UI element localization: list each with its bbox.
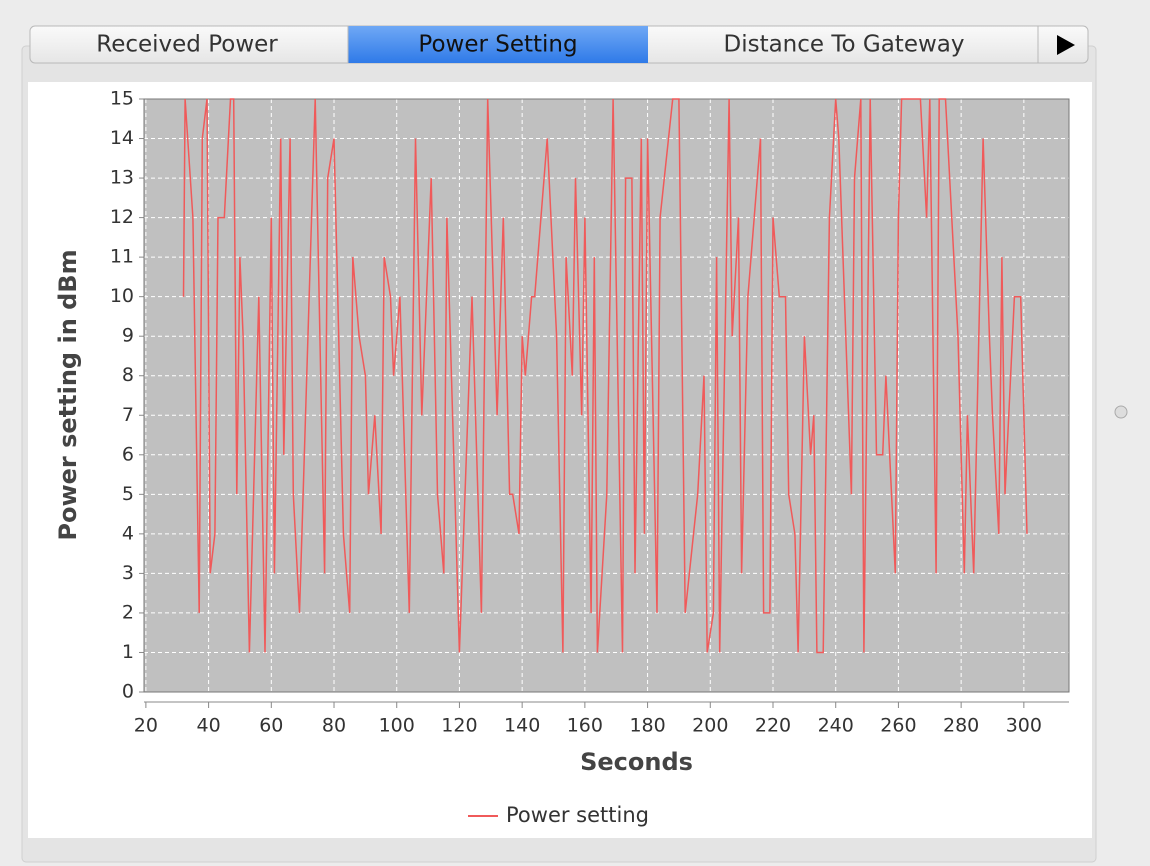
- x-tick-label: 140: [504, 715, 540, 737]
- x-tick-label: 100: [379, 715, 415, 737]
- x-tick-label: 40: [196, 715, 220, 737]
- y-tick-label: 10: [110, 285, 134, 307]
- x-axis-label: Seconds: [580, 748, 693, 776]
- x-tick-label: 300: [1006, 715, 1042, 737]
- y-tick-label: 3: [122, 562, 134, 584]
- data-line: [182, 98, 1028, 654]
- y-tick-label: 5: [122, 483, 134, 505]
- x-tick-label: 220: [755, 715, 791, 737]
- tab[interactable]: Power Setting: [418, 32, 577, 58]
- tab[interactable]: Distance To Gateway: [723, 32, 964, 58]
- y-tick-label: 14: [110, 127, 134, 149]
- y-tick-label: 8: [122, 364, 134, 386]
- tab-selected[interactable]: [348, 26, 648, 63]
- y-tick-label: 4: [122, 522, 134, 544]
- x-tick-label: 280: [943, 715, 979, 737]
- x-tick-label: 260: [880, 715, 916, 737]
- tab[interactable]: Received Power: [96, 32, 278, 58]
- x-tick-label: 20: [134, 715, 158, 737]
- x-tick-label: 180: [629, 715, 665, 737]
- plot-border: [143, 98, 1070, 693]
- y-tick-label: 0: [122, 681, 134, 703]
- x-tick-label: 60: [259, 715, 283, 737]
- x-tick-label: 80: [322, 715, 346, 737]
- legend-label: Power setting: [506, 803, 649, 827]
- y-tick-label: 15: [110, 88, 134, 110]
- x-tick-label: 160: [567, 715, 603, 737]
- tab-scroll-arrow[interactable]: [1057, 35, 1075, 55]
- y-tick-label: 7: [122, 404, 134, 426]
- y-axis-label: Power setting in dBm: [54, 249, 82, 540]
- y-tick-label: 12: [110, 206, 134, 228]
- y-tick-label: 13: [110, 167, 134, 189]
- y-tick-label: 1: [122, 641, 134, 663]
- y-tick-label: 2: [122, 601, 134, 623]
- x-tick-label: 120: [441, 715, 477, 737]
- x-tick-label: 200: [692, 715, 728, 737]
- splitter-handle[interactable]: [1114, 405, 1128, 419]
- y-tick-label: 6: [122, 443, 134, 465]
- x-tick-label: 240: [818, 715, 854, 737]
- y-tick-label: 9: [122, 325, 134, 347]
- y-tick-label: 11: [110, 246, 134, 268]
